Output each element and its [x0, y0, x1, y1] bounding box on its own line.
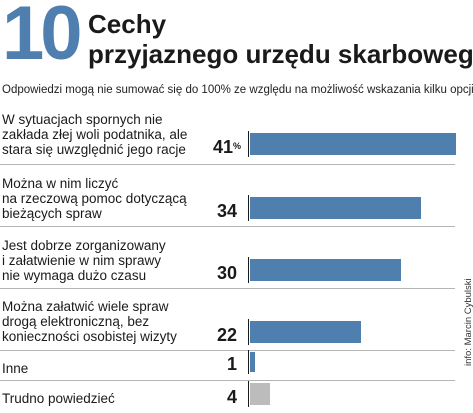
data-label: 22: [216, 325, 237, 345]
axis-line: [248, 131, 249, 157]
category-label-line: Można załatwić wiele spraw: [2, 299, 169, 314]
bar: [250, 352, 255, 372]
category-label-line: Jest dobrze zorganizowany: [2, 238, 166, 253]
data-label: 34: [216, 201, 237, 221]
category-label-line: bieżących spraw: [2, 206, 102, 221]
category-label: Jest dobrze zorganizowany i załatwienie w…: [2, 238, 166, 283]
axis-line: [248, 350, 249, 374]
category-label-line: drogą elektroniczną, bez: [2, 314, 150, 329]
bar: [250, 259, 401, 281]
category-label-line: i załatwienie w nim sprawy: [2, 253, 162, 268]
category-label-line: na rzeczową pomoc dotyczącą: [2, 191, 187, 206]
category-label-line: W sytuacjach spornych nie: [2, 112, 163, 127]
bar: [250, 321, 361, 343]
data-label: 30: [216, 263, 237, 283]
row-separator: [0, 226, 455, 227]
row-separator: [0, 164, 455, 165]
chart-subtitle: Odpowiedzi mogą nie sumować się do 100% …: [2, 84, 473, 96]
bar: [250, 197, 421, 219]
category-label-line: Można w nim liczyć: [2, 176, 119, 191]
axis-line: [248, 319, 249, 345]
axis-line: [248, 381, 249, 407]
category-label: Można w nim liczyć na rzeczową pomoc doty…: [2, 176, 187, 221]
axis-line: [248, 195, 249, 221]
category-label: Można załatwić wiele spraw drogą elektron…: [2, 299, 177, 344]
author-credit: info: Marcin Cybulski: [463, 278, 473, 366]
row-separator: [0, 288, 455, 289]
chart-title-line2: przyjaznego urzędu skarbowego: [88, 39, 473, 69]
category-label: Inne: [2, 361, 28, 376]
axis-line: [248, 257, 249, 283]
category-label-line: stara się uwzględnić jego racje: [2, 142, 186, 157]
bar: [250, 133, 456, 155]
data-label: 1: [226, 354, 237, 374]
category-label: W sytuacjach spornych nie zakłada złej wo…: [2, 112, 187, 157]
category-label-line: zakłada złej woli podatnika, ale: [2, 127, 188, 142]
data-label: 41%: [212, 137, 241, 157]
data-label: 4: [226, 387, 237, 407]
chart-title-line1: Cechy: [88, 9, 167, 39]
category-label: Trudno powiedzieć: [2, 391, 115, 406]
row-separator: [0, 350, 455, 351]
category-label-line: konieczności osobistej wizyty: [2, 329, 177, 344]
row-separator: [0, 380, 455, 381]
percent-sign: %: [232, 141, 241, 151]
category-label-line: Inne: [2, 361, 29, 376]
category-label-line: Trudno powiedzieć: [2, 391, 115, 406]
headline-number: 10: [2, 0, 83, 76]
chart-header: 10 Cechy przyjaznego urzędu skarbowego: [0, 0, 473, 76]
category-label-line: nie wymaga dużo czasu: [2, 268, 147, 283]
bar: [250, 383, 270, 405]
